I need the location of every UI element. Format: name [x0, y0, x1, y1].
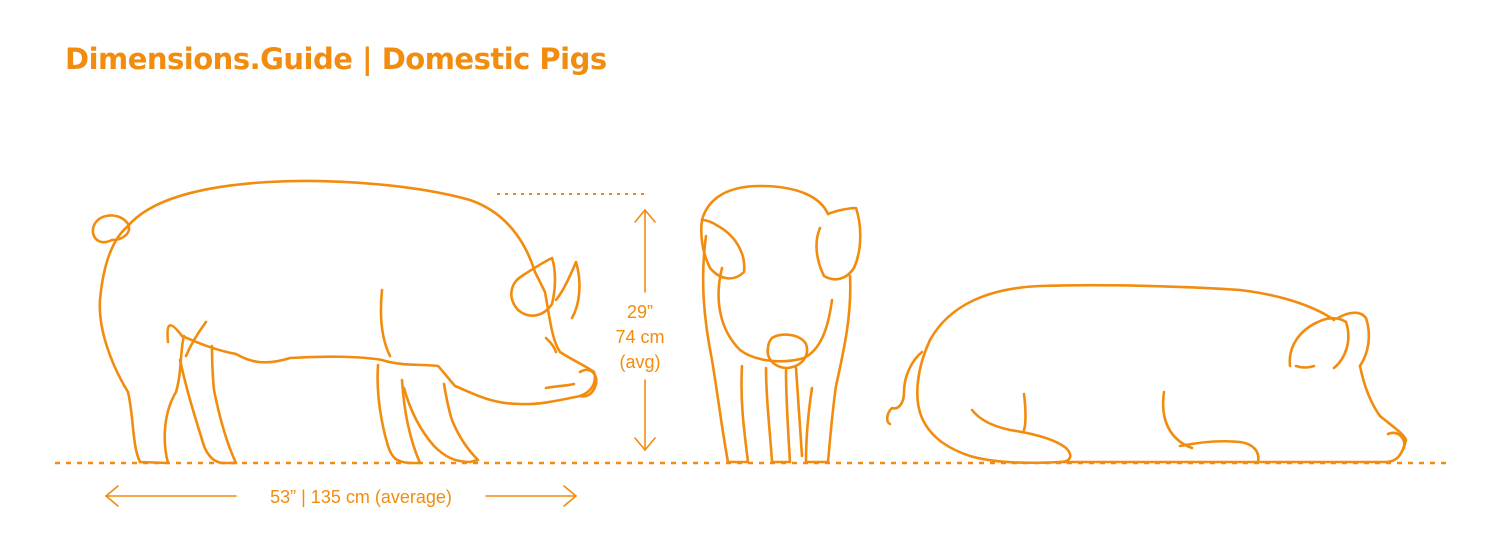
pig-front-face — [717, 266, 834, 363]
pig-side-standing — [91, 179, 598, 465]
pig-ear-back — [554, 260, 581, 320]
pig-flank-line — [184, 320, 208, 358]
pig-front-head — [700, 184, 830, 222]
pig-front-leg-inner — [402, 382, 480, 464]
pig-rear-leg-inner — [178, 344, 238, 465]
pig-eye — [544, 336, 558, 354]
pig-lying-rear-leg — [970, 408, 1072, 464]
pig-front-right-ear — [815, 206, 862, 281]
pig-front-leg — [376, 363, 422, 465]
pig-front-inner-leg-right — [794, 366, 804, 458]
pig-lying-snout — [1386, 431, 1406, 450]
pig-front-snout — [766, 333, 809, 370]
pig-lying-belly-line — [1022, 392, 1027, 432]
pig-tail — [91, 214, 131, 244]
pig-lying-underside — [916, 338, 1388, 465]
pig-front-standing — [699, 184, 862, 464]
height-label-imperial: 29” — [627, 302, 653, 322]
pig-front-left-side — [701, 234, 750, 464]
length-arrow — [104, 485, 578, 507]
pig-lying-eye — [1294, 364, 1316, 369]
pig-lying-ear-back — [1336, 311, 1371, 368]
pig-snout — [578, 368, 598, 398]
pig-mouth — [544, 382, 576, 390]
page-title: Dimensions.Guide | Domestic Pigs — [65, 42, 607, 76]
pig-lying-ear — [1288, 316, 1350, 370]
height-label-metric: 74 cm — [615, 327, 664, 347]
pig-front-inner-leg-left — [764, 366, 792, 464]
length-label: 53” | 135 cm (average) — [270, 487, 452, 507]
pig-lying-front-leg — [1178, 439, 1260, 464]
height-label-note: (avg) — [619, 352, 660, 372]
pig-rear-leg — [138, 334, 186, 465]
pig-lying-body — [928, 283, 1336, 342]
pig-body-outline — [98, 179, 597, 464]
pig-shoulder-line — [379, 288, 392, 358]
height-arrow — [634, 208, 656, 452]
pig-lying-tail — [885, 350, 924, 426]
pig-lying-head — [1358, 364, 1408, 464]
pig-side-lying — [885, 283, 1408, 465]
pig-front-right-side — [804, 274, 852, 464]
pig-lying-shoulder — [1161, 390, 1194, 450]
pig-ear — [510, 256, 557, 317]
